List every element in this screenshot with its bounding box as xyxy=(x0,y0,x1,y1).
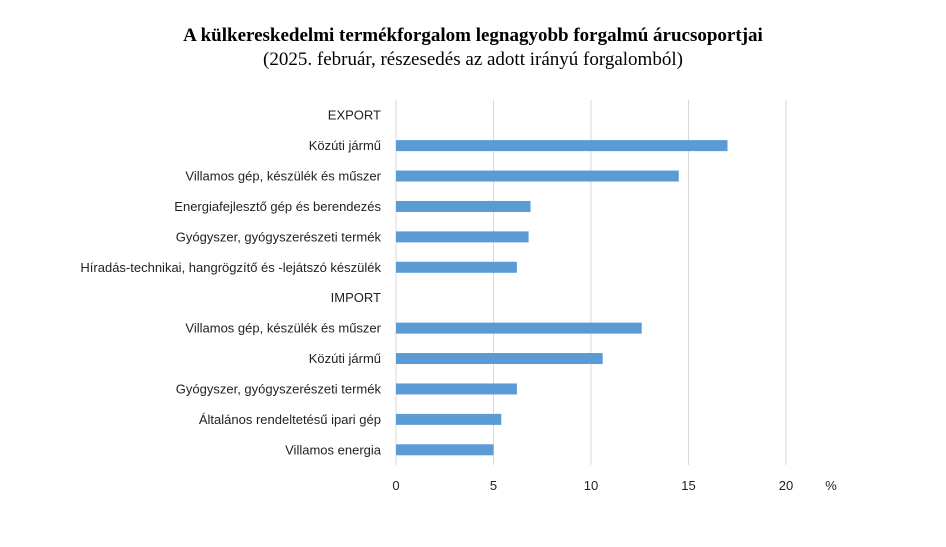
bar xyxy=(396,383,517,395)
x-tick-labels: 0 5 10 15 20 xyxy=(392,478,793,493)
category-label: Híradás-technikai, hangrögzítő és -leját… xyxy=(80,260,381,275)
bar xyxy=(396,444,494,456)
x-tick-label: 5 xyxy=(490,478,497,493)
bar xyxy=(396,200,531,212)
category-label: Energiafejlesztő gép és berendezés xyxy=(174,199,381,214)
x-tick-label: 15 xyxy=(681,478,695,493)
category-label: Villamos gép, készülék és műszer xyxy=(185,169,381,184)
chart-subtitle: (2025. február, részesedés az adott irán… xyxy=(263,49,683,70)
category-label: EXPORT xyxy=(328,108,381,123)
category-labels: EXPORT Közúti jármű Villamos gép, készülék… xyxy=(80,108,381,458)
bar xyxy=(396,140,728,152)
category-label: Villamos gép, készülék és műszer xyxy=(185,321,381,336)
category-label: Gyógyszer, gyógyszerészeti termék xyxy=(176,229,382,244)
x-tick-label: 10 xyxy=(584,478,598,493)
chart-title: A külkereskedelmi termékforgalom legnagy… xyxy=(183,25,763,46)
category-label: Gyógyszer, gyógyszerészeti termék xyxy=(176,381,382,396)
category-label: Általános rendeltetésű ipari gép xyxy=(199,412,381,427)
x-tick-label: 20 xyxy=(779,478,793,493)
bar xyxy=(396,170,679,182)
category-label: Közúti jármű xyxy=(309,138,381,153)
x-unit-label: % xyxy=(825,478,837,493)
category-label: Villamos energia xyxy=(285,442,382,457)
category-label: IMPORT xyxy=(331,290,381,305)
bar xyxy=(396,231,529,243)
x-tick-label: 0 xyxy=(392,478,399,493)
bar xyxy=(396,322,642,334)
gridlines xyxy=(395,100,787,465)
bar xyxy=(396,261,517,273)
category-label: Közúti jármű xyxy=(309,351,381,366)
bar xyxy=(396,413,502,425)
bars xyxy=(396,140,728,456)
chart-title-block: A külkereskedelmi termékforgalom legnagy… xyxy=(0,24,946,72)
bar xyxy=(396,353,603,365)
